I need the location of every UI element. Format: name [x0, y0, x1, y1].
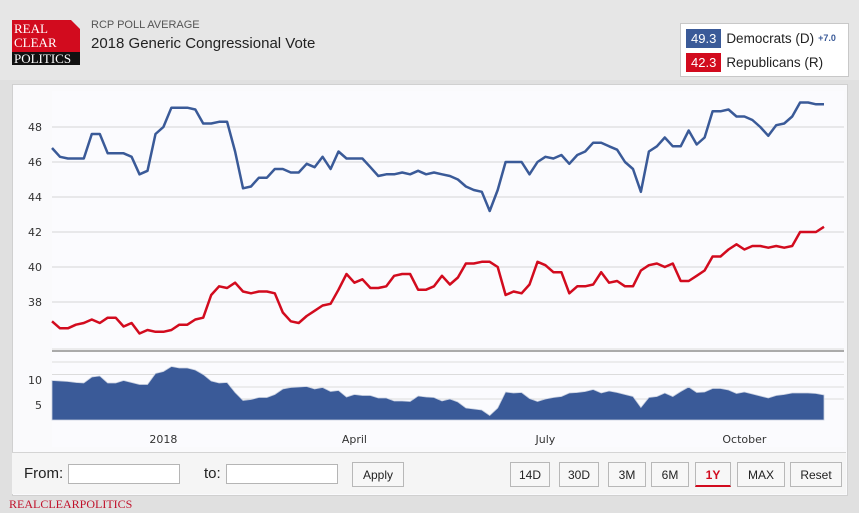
- range-button-30d[interactable]: 30D: [559, 462, 599, 487]
- y-tick-label: 48: [28, 121, 42, 134]
- y-tick-label: 42: [28, 226, 42, 239]
- range-button-max[interactable]: MAX: [737, 462, 785, 487]
- range-button-6m[interactable]: 6M: [651, 462, 689, 487]
- logo-line-2: CLEAR: [14, 35, 57, 50]
- x-tick-label: July: [535, 433, 556, 446]
- y-tick-label: 40: [28, 261, 42, 274]
- logo-line-3: POLITICS: [14, 51, 72, 66]
- legend-value-democrats: 49.3: [686, 28, 722, 48]
- legend-name-democrats: Democrats (D): [726, 30, 815, 46]
- to-label: to:: [204, 465, 221, 482]
- rcp-logo: REAL CLEAR POLITICS: [12, 20, 80, 66]
- y-tick-label: 46: [28, 156, 42, 169]
- poll-chart-svg[interactable]: 48 46 44 42 40 38 10 5 2018 April July October: [13, 85, 847, 453]
- legend-spread: +7.0: [818, 33, 836, 43]
- from-label: From:: [24, 465, 64, 482]
- democrats-line: [51, 101, 824, 213]
- y-tick-label-spread: 10: [28, 374, 42, 387]
- republicans-line: [51, 225, 825, 335]
- apply-button[interactable]: Apply: [352, 462, 404, 487]
- y-tick-label: 38: [28, 296, 42, 309]
- chart-area[interactable]: 48 46 44 42 40 38 10 5 2018 April July October: [12, 84, 848, 496]
- reset-button[interactable]: Reset: [790, 462, 842, 487]
- x-tick-label: October: [722, 433, 766, 446]
- y-tick-label: 44: [28, 191, 42, 204]
- y-tick-label-spread: 5: [35, 399, 42, 412]
- range-button-14d[interactable]: 14D: [510, 462, 550, 487]
- chart-header: REAL CLEAR POLITICS RCP POLL AVERAGE 201…: [0, 0, 859, 80]
- legend-item-democrats: 49.3 Democrats (D) +7.0: [686, 28, 836, 48]
- footer-brand: REALCLEARPOLITICS: [9, 497, 133, 511]
- logo-line-1: REAL: [14, 21, 48, 36]
- date-range-controls: From: to: Apply 14D 30D 3M 6M 1Y MAX Res…: [12, 452, 846, 494]
- x-tick-label: April: [342, 433, 367, 446]
- legend-item-republicans: 42.3 Republicans (R): [686, 52, 823, 72]
- chart-title: 2018 Generic Congressional Vote: [91, 35, 316, 52]
- from-date-input[interactable]: [68, 464, 180, 484]
- legend-value-republicans: 42.3: [686, 52, 722, 72]
- spread-area: [51, 366, 825, 421]
- to-date-input[interactable]: [226, 464, 338, 484]
- range-button-1y[interactable]: 1Y: [695, 462, 731, 487]
- range-button-3m[interactable]: 3M: [608, 462, 646, 487]
- chart-subtitle: RCP POLL AVERAGE: [91, 19, 200, 31]
- x-tick-label: 2018: [149, 433, 177, 446]
- legend: 49.3 Democrats (D) +7.0 42.3 Republicans…: [680, 23, 849, 77]
- legend-name-republicans: Republicans (R): [726, 54, 824, 70]
